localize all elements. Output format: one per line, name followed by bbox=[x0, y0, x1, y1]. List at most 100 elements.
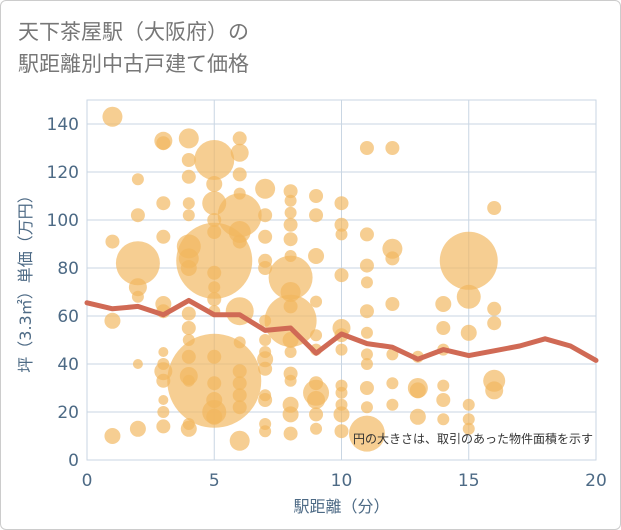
y-tick-label: 140 bbox=[47, 115, 79, 135]
data-bubble bbox=[282, 332, 299, 348]
data-bubble bbox=[307, 391, 326, 409]
data-bubble bbox=[181, 169, 196, 184]
data-bubble bbox=[268, 255, 313, 300]
data-bubble bbox=[409, 408, 426, 425]
data-bubble bbox=[385, 141, 400, 155]
data-bubble bbox=[359, 381, 374, 395]
data-bubble bbox=[439, 231, 498, 290]
data-bubble bbox=[259, 334, 272, 346]
data-bubble bbox=[156, 373, 171, 388]
data-bubble bbox=[156, 136, 171, 151]
data-bubble bbox=[460, 324, 477, 341]
data-bubble bbox=[156, 419, 171, 434]
data-bubble bbox=[359, 141, 374, 155]
data-bubble bbox=[462, 422, 475, 435]
data-bubble bbox=[181, 153, 196, 167]
data-bubble bbox=[194, 140, 235, 180]
data-bubble bbox=[462, 413, 475, 426]
chart-title: 天下茶屋駅（大阪府）の 駅距離別中古戸建て価格 bbox=[18, 16, 249, 80]
data-bubble bbox=[207, 265, 222, 280]
data-bubble bbox=[182, 209, 195, 222]
x-axis-label: 駅距離（分） bbox=[293, 497, 389, 516]
data-bubble bbox=[282, 406, 299, 423]
y-tick-label: 120 bbox=[47, 163, 79, 183]
data-bubble bbox=[258, 393, 273, 407]
data-bubble bbox=[232, 364, 247, 379]
data-bubble bbox=[386, 398, 399, 411]
data-bubble bbox=[360, 276, 373, 289]
y-tick-label: 60 bbox=[57, 307, 79, 327]
data-bubble bbox=[229, 430, 250, 451]
data-bubble bbox=[208, 281, 221, 294]
data-bubble bbox=[334, 196, 349, 211]
data-bubble bbox=[232, 400, 247, 415]
data-bubble bbox=[131, 173, 144, 186]
y-tick-label: 80 bbox=[57, 259, 79, 279]
data-bubble bbox=[258, 208, 273, 223]
data-bubble bbox=[309, 407, 324, 422]
data-bubble bbox=[207, 376, 222, 391]
data-bubble bbox=[283, 217, 298, 232]
bubble-layer bbox=[102, 106, 506, 452]
data-bubble bbox=[115, 241, 160, 286]
data-bubble bbox=[181, 321, 196, 335]
data-bubble bbox=[131, 290, 144, 303]
data-bubble bbox=[359, 304, 374, 319]
data-bubble bbox=[157, 406, 170, 418]
data-bubble bbox=[258, 229, 273, 244]
data-bubble bbox=[206, 176, 223, 192]
data-bubble bbox=[259, 425, 272, 438]
x-tick-label: 15 bbox=[458, 471, 480, 491]
data-bubble bbox=[255, 178, 276, 199]
x-tick-label: 10 bbox=[331, 471, 353, 491]
data-bubble bbox=[284, 206, 297, 219]
data-bubble bbox=[487, 301, 502, 316]
data-bubble bbox=[180, 420, 197, 437]
data-bubble bbox=[310, 295, 323, 308]
data-bubble bbox=[360, 326, 373, 339]
data-bubble bbox=[232, 388, 247, 403]
data-bubble bbox=[359, 227, 374, 242]
data-bubble bbox=[284, 374, 297, 387]
x-axis-ticks: 0 5 10 15 20 bbox=[82, 471, 607, 491]
data-bubble bbox=[132, 359, 143, 369]
data-bubble bbox=[385, 297, 400, 311]
data-bubble bbox=[437, 413, 450, 426]
data-bubble bbox=[158, 395, 169, 405]
chart-annotation: 円の大きさは、取引のあった物件面積を示す bbox=[353, 431, 593, 446]
data-bubble bbox=[359, 258, 374, 273]
average-price-line bbox=[84, 297, 599, 363]
data-bubble bbox=[156, 229, 171, 244]
data-bubble bbox=[309, 208, 324, 223]
data-bubble bbox=[386, 377, 399, 390]
data-bubble bbox=[348, 415, 385, 452]
data-bubble bbox=[181, 306, 196, 321]
y-tick-label: 0 bbox=[68, 451, 79, 471]
data-bubble bbox=[284, 346, 297, 358]
x-tick-label: 20 bbox=[585, 471, 607, 491]
data-bubble bbox=[232, 131, 247, 146]
data-bubble bbox=[436, 321, 451, 335]
data-bubble bbox=[232, 376, 247, 391]
data-bubble bbox=[232, 167, 247, 182]
data-bubble bbox=[335, 343, 348, 356]
data-bubble bbox=[128, 278, 147, 297]
data-bubble bbox=[130, 208, 145, 223]
data-bubble bbox=[207, 292, 222, 307]
data-bubble bbox=[335, 228, 348, 241]
data-bubble bbox=[360, 401, 373, 414]
data-bubble bbox=[206, 408, 223, 425]
y-tick-label: 20 bbox=[57, 403, 79, 423]
data-bubble bbox=[283, 426, 298, 441]
data-bubble bbox=[178, 128, 199, 149]
data-bubble bbox=[462, 398, 475, 411]
data-bubble bbox=[308, 248, 325, 264]
y-tick-label: 40 bbox=[57, 355, 79, 375]
data-bubble bbox=[487, 316, 502, 331]
data-bubble bbox=[487, 201, 502, 215]
data-bubble bbox=[105, 234, 120, 249]
data-bubble bbox=[129, 420, 146, 437]
data-bubble bbox=[310, 422, 323, 435]
data-bubble bbox=[360, 358, 373, 370]
